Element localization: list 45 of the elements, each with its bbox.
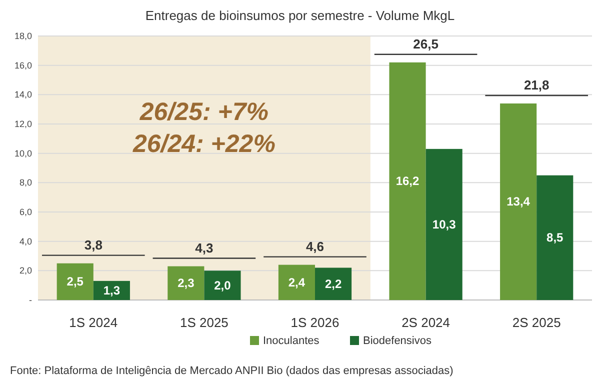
data-label: 16,2	[396, 174, 420, 188]
y-tick-label: 16,0	[14, 60, 32, 70]
source-note: Fonte: Plataforma de Inteligência de Mercado ANPII Bio (dados das empresas associadas)	[10, 365, 454, 377]
total-label: 4,3	[195, 240, 214, 256]
data-label: 2,4	[288, 275, 306, 290]
data-label: 8,5	[546, 230, 564, 245]
bar	[168, 266, 204, 300]
bar	[278, 264, 315, 300]
y-tick-label: 2,0	[19, 266, 32, 276]
legend-label: Inoculantes	[263, 335, 320, 347]
x-tick-label: 1S 2024	[69, 315, 118, 330]
x-tick-label: 1S 2026	[290, 315, 340, 330]
bar	[536, 175, 574, 300]
bar	[204, 270, 241, 300]
annotation: 26/24: +22%	[132, 130, 276, 158]
data-label: 2,5	[66, 274, 84, 289]
y-tick-label: -	[29, 295, 32, 305]
bar	[315, 268, 352, 300]
legend-label: Biodefensivos	[363, 335, 432, 347]
y-tick-label: 4,0	[19, 236, 32, 246]
bar	[389, 62, 426, 300]
x-tick-label: 2S 2024	[402, 315, 450, 330]
bar	[500, 103, 537, 300]
x-tick-label: 2S 2025	[512, 315, 561, 330]
data-label: 2,2	[324, 276, 342, 291]
total-label: 26,5	[413, 36, 438, 52]
chart-title: Entregas de bioinsumos por semestre - Volume MkgL	[145, 8, 455, 23]
data-label: 1,3	[103, 283, 120, 298]
y-tick-label: 14,0	[14, 90, 32, 100]
total-label: 3,8	[84, 237, 102, 252]
data-label: 13,4	[506, 194, 530, 209]
data-label: 2,3	[178, 276, 195, 290]
annotation: 26/25: +7%	[138, 98, 268, 126]
bar	[56, 263, 94, 300]
total-label: 4,6	[306, 238, 324, 254]
bar	[426, 148, 462, 300]
y-tick-label: 18,0	[14, 31, 32, 41]
data-label: 2,0	[214, 278, 232, 292]
x-tick-label: 1S 2025	[180, 315, 228, 330]
total-label: 21,8	[524, 77, 550, 92]
y-tick-label: 12,0	[14, 119, 32, 129]
y-tick-label: 8,0	[19, 178, 32, 188]
data-label: 10,3	[432, 217, 456, 232]
y-tick-label: 6,0	[19, 207, 32, 217]
y-tick-label: 10,0	[14, 148, 32, 158]
